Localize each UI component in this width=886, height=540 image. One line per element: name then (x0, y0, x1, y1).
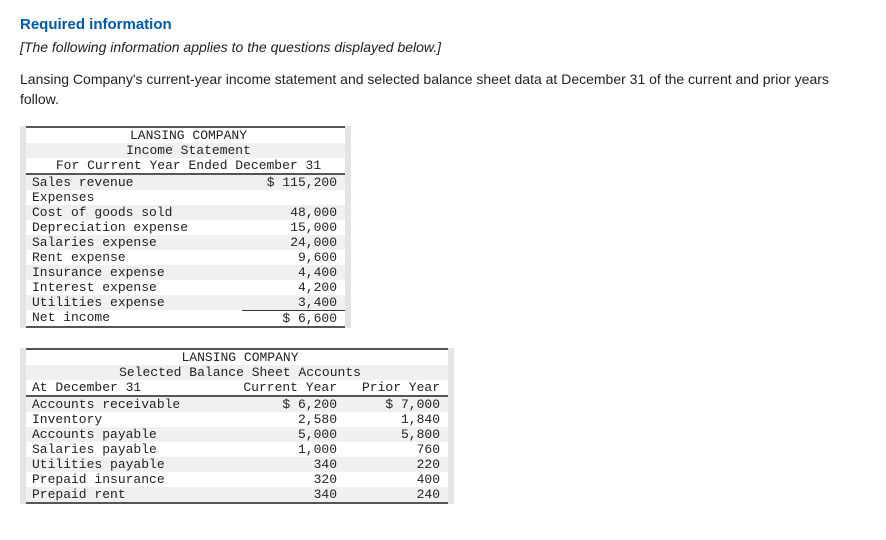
bs-pr-label: Prepaid rent (23, 487, 242, 503)
bs-pi-label: Prepaid insurance (23, 472, 242, 487)
is-ins-label: Insurance expense (23, 265, 242, 280)
is-rent-label: Rent expense (23, 250, 242, 265)
bs-pr-cy: 340 (242, 487, 345, 503)
is-ins-value: 4,400 (242, 265, 348, 280)
required-information-heading: Required information (20, 16, 866, 33)
bs-inv-label: Inventory (23, 412, 242, 427)
is-dep-label: Depreciation expense (23, 220, 242, 235)
is-sales-label: Sales revenue (23, 174, 242, 190)
is-cogs-label: Cost of goods sold (23, 205, 242, 220)
bs-pr-py: 240 (345, 487, 451, 503)
bs-ap-label: Accounts payable (23, 427, 242, 442)
bs-ap-py: 5,800 (345, 427, 451, 442)
is-title: Income Statement (23, 143, 348, 158)
bs-up-py: 220 (345, 457, 451, 472)
bs-pi-cy: 320 (242, 472, 345, 487)
bs-date-label: At December 31 (23, 380, 242, 396)
bs-up-cy: 340 (242, 457, 345, 472)
is-cogs-value: 48,000 (242, 205, 348, 220)
bs-inv-py: 1,840 (345, 412, 451, 427)
bs-sp-cy: 1,000 (242, 442, 345, 457)
bs-company: LANSING COMPANY (23, 349, 451, 365)
income-statement-table: LANSING COMPANY Income Statement For Cur… (20, 126, 351, 328)
is-rent-value: 9,600 (242, 250, 348, 265)
is-sal-label: Salaries expense (23, 235, 242, 250)
is-dep-value: 15,000 (242, 220, 348, 235)
is-util-label: Utilities expense (23, 295, 242, 311)
is-company: LANSING COMPANY (23, 127, 348, 143)
bs-ap-cy: 5,000 (242, 427, 345, 442)
is-int-value: 4,200 (242, 280, 348, 295)
is-int-label: Interest expense (23, 280, 242, 295)
bs-ar-py: $ 7,000 (345, 396, 451, 412)
context-note: [The following information applies to th… (20, 39, 866, 55)
is-period: For Current Year Ended December 31 (23, 158, 348, 174)
is-net-label: Net income (23, 310, 242, 327)
is-net-value: $ 6,600 (242, 310, 348, 327)
bs-col1: Current Year (242, 380, 345, 396)
is-util-value: 3,400 (242, 295, 348, 311)
bs-ar-label: Accounts receivable (23, 396, 242, 412)
bs-sp-py: 760 (345, 442, 451, 457)
is-expenses-label: Expenses (23, 190, 242, 205)
bs-col2: Prior Year (345, 380, 451, 396)
bs-ar-cy: $ 6,200 (242, 396, 345, 412)
bs-pi-py: 400 (345, 472, 451, 487)
bs-title: Selected Balance Sheet Accounts (23, 365, 451, 380)
bs-sp-label: Salaries payable (23, 442, 242, 457)
is-sal-value: 24,000 (242, 235, 348, 250)
bs-up-label: Utilities payable (23, 457, 242, 472)
intro-paragraph: Lansing Company's current-year income st… (20, 69, 866, 110)
is-sales-value: $ 115,200 (242, 174, 348, 190)
bs-inv-cy: 2,580 (242, 412, 345, 427)
balance-sheet-table: LANSING COMPANY Selected Balance Sheet A… (20, 348, 454, 504)
